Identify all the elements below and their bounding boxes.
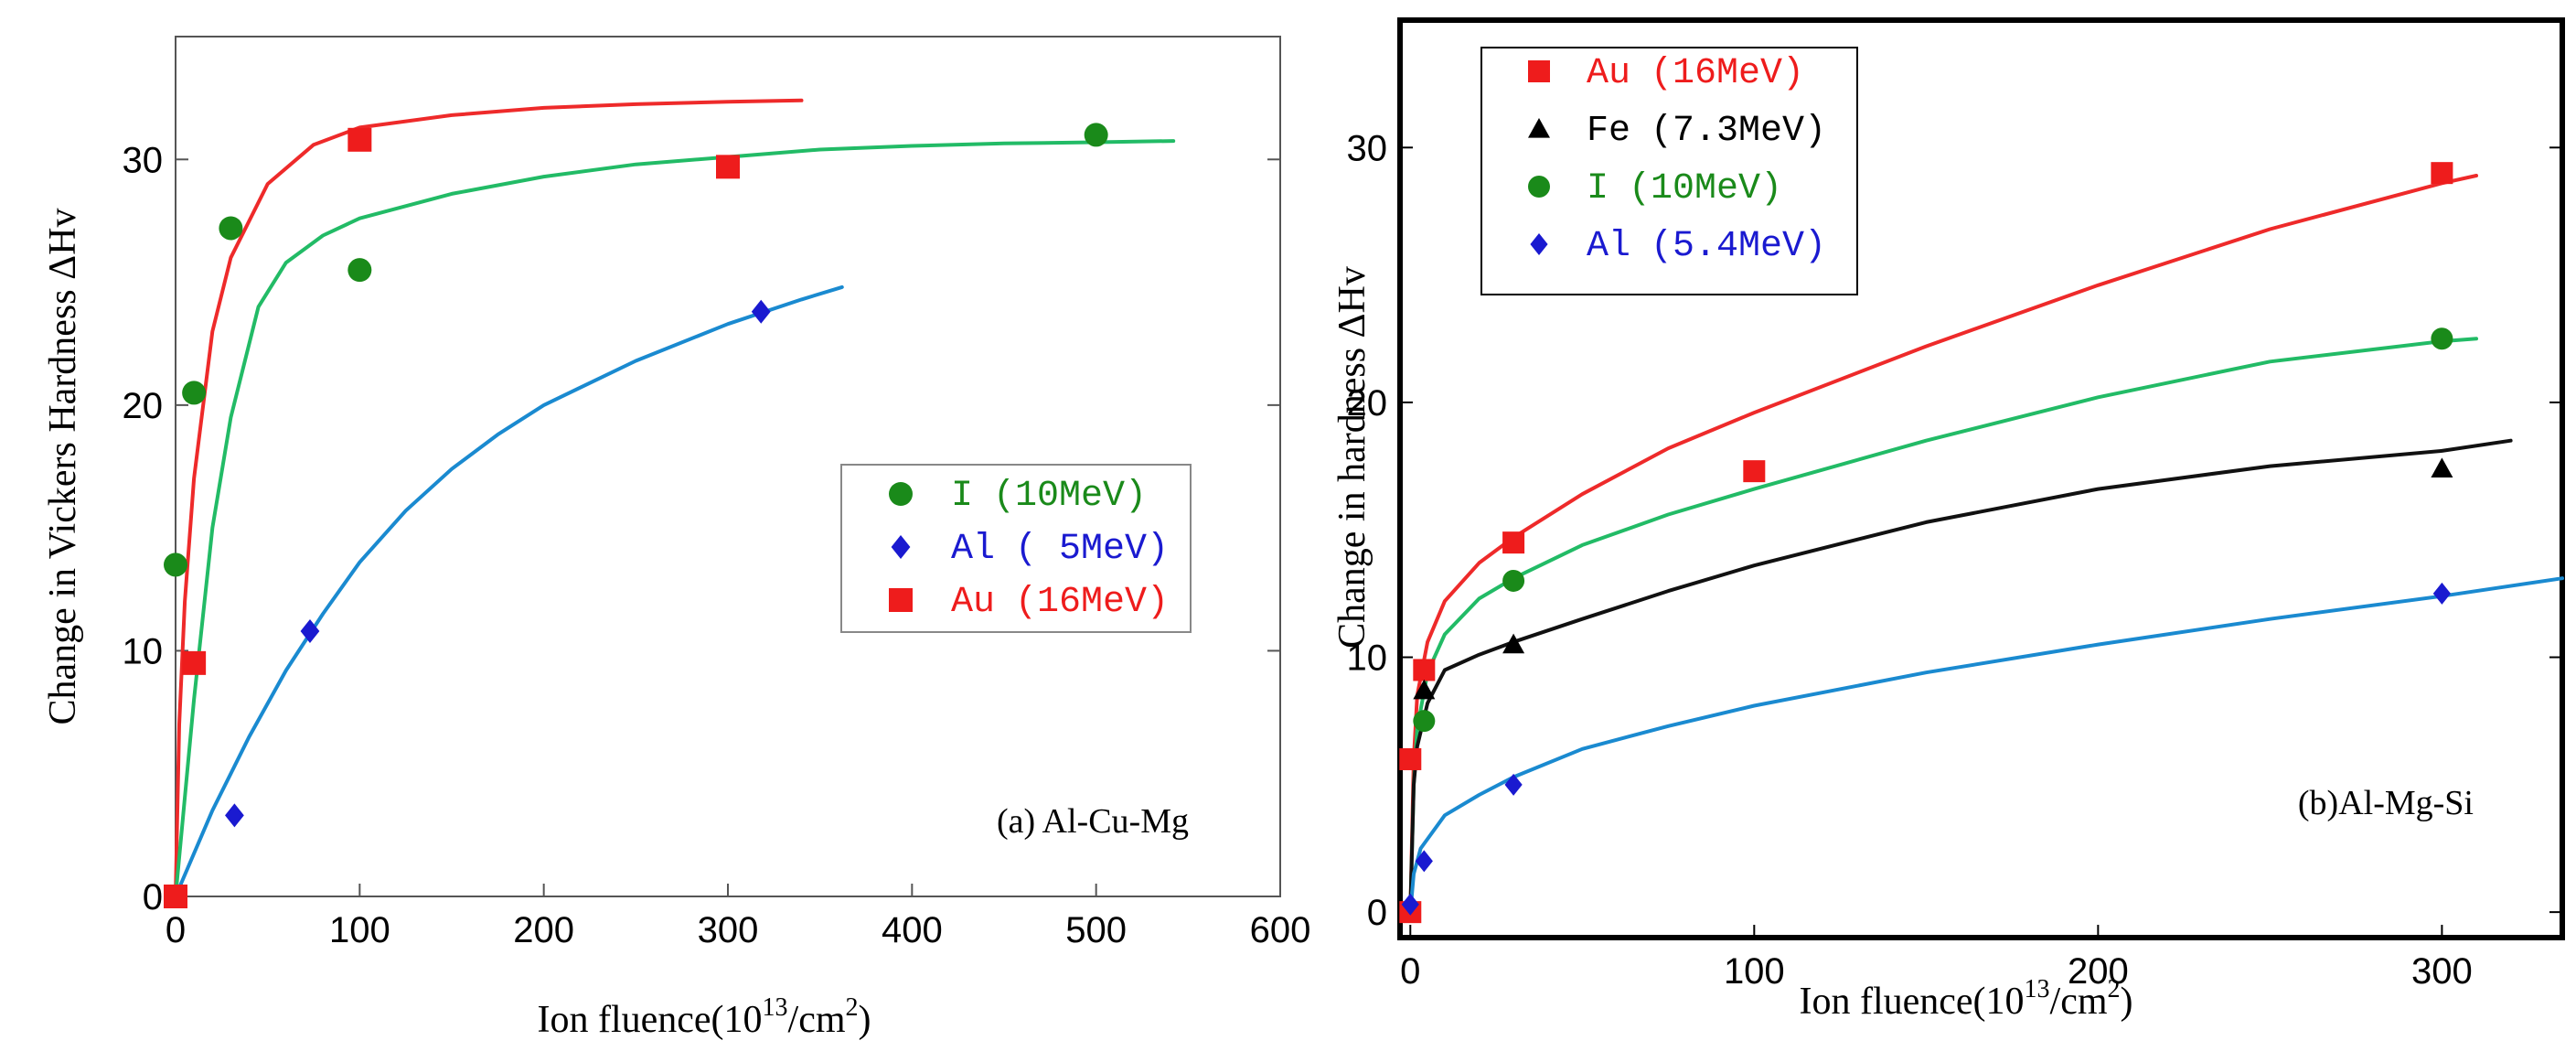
panel-b-point-au-3 [1502, 531, 1525, 554]
panel-b-point-al-1 [1415, 850, 1433, 873]
panel-a-legend-items: I (10MeV) Al( 5MeV) Au (16MeV) [889, 476, 1169, 623]
panel-a-legend-label-au: Au (16MeV) [951, 582, 1169, 623]
panel-a-point-au-3 [716, 155, 740, 179]
panel-a-label: (a) Al-Cu-Mg [997, 802, 1189, 841]
panel-b-x-tick-label-2: 200 [2068, 951, 2129, 992]
panel-b-legend-label-i: I (10MeV) [1587, 168, 1782, 209]
panel-b-point-fe-0 [1413, 679, 1436, 700]
panel-b-point-au-4 [1743, 460, 1766, 483]
panel-b-legend-box [1480, 47, 1858, 295]
panel-a-legend-label-i: I (10MeV) [951, 476, 1147, 517]
panel-a-ticks: 0 100 200 300 400 500 600 0 10 20 30 [123, 140, 1311, 950]
panel-b-point-al-3 [2432, 582, 2451, 605]
panel-a-x-tick-label-1: 100 [329, 910, 390, 950]
panel-b-point-au-2 [1413, 659, 1436, 681]
panel-b-point-au-5 [2431, 162, 2453, 185]
panel-a-x-tick-label-6: 600 [1250, 910, 1311, 950]
panel-a-x-tick-label-5: 500 [1065, 910, 1127, 950]
panel-b-y-axis-label: Change in hardness ΔHv [1331, 266, 1374, 649]
panel-b-legend-items: Au (16MeV) Fe (7.3MeV) I (10MeV) Al (5.4MeV) [1528, 53, 1826, 267]
panel-b-y-tick-label-0: 0 [1367, 893, 1387, 933]
panel-b-chart: 0 100 200 300 0 10 20 30 Au (16MeV) Fe (7.3MeV) I (1… [1331, 17, 2565, 1023]
panel-a-point-i-4 [1084, 123, 1108, 147]
panel-b-x-axis-label: Ion fluence(1013/cm2) [1799, 975, 2132, 1023]
panel-a-point-al-1 [300, 618, 320, 643]
panel-b-legend-marker-fe [1528, 118, 1550, 138]
panel-a-y-axis-label: Change in Vickers Hardness ΔHv [42, 209, 84, 725]
panel-b-point-i-0 [1413, 710, 1436, 733]
panel-a-fit-curve-al [174, 284, 844, 898]
panel-a-point-i-2 [219, 216, 243, 241]
panel-b-legend: Au (16MeV) Fe (7.3MeV) I (10MeV) Al (5.4MeV) [1480, 47, 1858, 295]
panel-b-point-i-2 [2431, 327, 2453, 350]
panel-b-label: (b)Al-Mg-Si [2298, 784, 2474, 822]
panel-a-point-au-1 [182, 650, 207, 675]
panel-a-point-al-2 [751, 299, 771, 324]
panel-b-legend-label-al: Al (5.4MeV) [1587, 226, 1826, 267]
panel-b-legend-label-au: Au (16MeV) [1587, 53, 1804, 94]
panel-a-point-i-3 [347, 258, 372, 283]
panel-b-data-points [1399, 162, 2453, 924]
panel-b-fit-curve-i [1408, 337, 2478, 915]
panel-b-legend-marker-al [1530, 233, 1548, 255]
panel-a-x-tick-label-2: 200 [513, 910, 574, 950]
panel-b-legend-marker-i [1528, 176, 1550, 198]
panel-b-x-tick-label-0: 0 [1400, 951, 1420, 992]
panel-b-plot-frame [1397, 17, 2565, 940]
panel-a-point-al-0 [225, 803, 244, 828]
panel-b-point-al-0 [1401, 893, 1419, 916]
panel-a-y-tick-label-3: 30 [123, 140, 164, 180]
panel-b-x-tick-label-3: 300 [2411, 951, 2473, 992]
panel-a-point-au-0 [164, 885, 187, 908]
panel-a-legend-marker-al [891, 535, 911, 559]
panel-b-point-fe-2 [2431, 457, 2453, 477]
panel-a-point-au-2 [347, 127, 372, 152]
panel-a-fit-curve-i [174, 139, 1176, 898]
panel-b-legend-marker-au [1528, 60, 1550, 82]
panel-b-fit-curve-fe [1408, 438, 2513, 915]
panel-a-chart: 0 100 200 300 400 500 600 0 10 20 30 I (10MeV) Al( 5… [42, 36, 1311, 1041]
panel-a-legend-marker-i [889, 482, 913, 506]
panel-b-point-al-2 [1504, 773, 1523, 796]
panel-b-point-fe-1 [1502, 633, 1525, 654]
panel-a-x-axis-label: Ion fluence(1013/cm2) [537, 993, 871, 1041]
panel-a-y-tick-label-2: 20 [123, 386, 164, 426]
panel-a-point-i-1 [182, 381, 207, 405]
panel-a-point-i-0 [164, 552, 187, 577]
panel-a-fit-curve-au [174, 98, 804, 898]
panel-b-x-tick-label-1: 100 [1724, 951, 1785, 992]
panel-b-fit-curve-al [1408, 576, 2564, 915]
panel-b-y-tick-label-2: 20 [1347, 383, 1388, 424]
panel-a-fit-curves [174, 98, 1176, 898]
panel-a-y-tick-label-0: 0 [143, 877, 163, 917]
panel-a-legend: I (10MeV) Al( 5MeV) Au (16MeV) [840, 464, 1192, 633]
panel-b-point-i-1 [1502, 569, 1525, 592]
panel-a-legend-label-al: Al( 5MeV) [951, 529, 1169, 570]
panel-a-legend-marker-au [889, 588, 913, 612]
panel-a-data-points [164, 123, 1108, 908]
panel-b-legend-label-fe: Fe (7.3MeV) [1587, 111, 1826, 152]
panel-b-y-tick-label-3: 30 [1347, 128, 1388, 168]
panel-a-y-tick-label-1: 10 [123, 631, 164, 671]
panel-a-x-tick-label-0: 0 [166, 910, 186, 950]
panel-a-x-tick-label-4: 400 [882, 910, 943, 950]
panel-a-x-tick-label-3: 300 [698, 910, 759, 950]
panel-b-y-tick-label-1: 10 [1347, 638, 1388, 679]
panel-b-point-au-1 [1399, 747, 1422, 770]
